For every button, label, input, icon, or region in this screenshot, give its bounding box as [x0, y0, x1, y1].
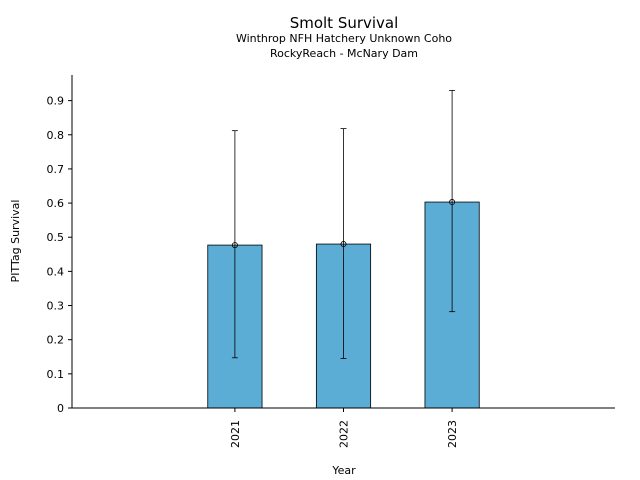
chart-title: Smolt Survival [290, 14, 399, 32]
y-tick-label: 0 [57, 402, 64, 415]
chart-subtitle-line-1: Winthrop NFH Hatchery Unknown Coho [236, 32, 452, 45]
y-axis-label: PITTag Survival [9, 200, 22, 283]
y-tick-label: 0.7 [47, 163, 65, 176]
x-tick-label: 2021 [229, 420, 242, 448]
x-tick-label: 2022 [338, 420, 351, 448]
plot-area [207, 89, 480, 409]
point-marker [231, 242, 238, 249]
y-tick-label: 0.8 [47, 129, 65, 142]
y-tick-label: 0.6 [47, 197, 65, 210]
y-tick-label: 0.9 [47, 95, 65, 108]
chart-subtitle-line-2: RockyReach - McNary Dam [270, 47, 418, 60]
point-marker [340, 241, 347, 248]
y-tick-label: 0.4 [47, 265, 65, 278]
x-tick-label: 2023 [446, 420, 459, 448]
y-tick-label: 0.1 [47, 368, 65, 381]
y-tick-label: 0.2 [47, 334, 65, 347]
point-marker [449, 199, 456, 206]
x-axis-label: Year [331, 464, 356, 477]
y-tick-label: 0.5 [47, 231, 65, 244]
y-tick-label: 0.3 [47, 300, 65, 313]
